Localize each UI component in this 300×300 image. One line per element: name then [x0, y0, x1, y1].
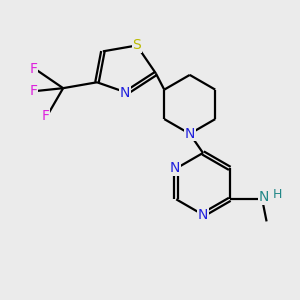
Text: N: N — [169, 161, 180, 176]
Text: N: N — [184, 127, 195, 141]
Text: F: F — [30, 62, 38, 76]
Text: N: N — [120, 85, 130, 100]
Text: N: N — [258, 190, 269, 204]
Text: F: F — [30, 84, 38, 98]
Text: F: F — [41, 109, 50, 123]
Text: H: H — [273, 188, 282, 200]
Text: S: S — [132, 38, 141, 52]
Text: N: N — [198, 208, 208, 222]
